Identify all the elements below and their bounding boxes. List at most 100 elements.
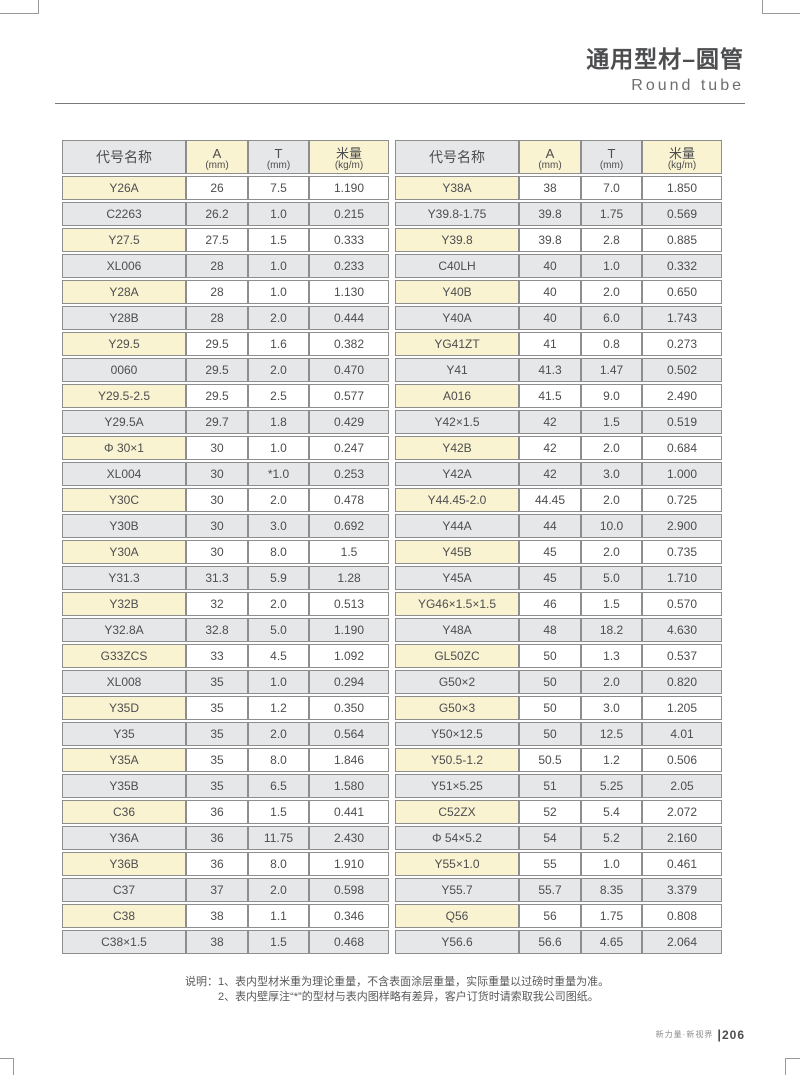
col-header-weight-label: 米量 [335, 145, 362, 161]
a-cell: 56 [519, 904, 581, 928]
col-header-a-unit: (mm) [538, 159, 562, 171]
table-row: C40LH 40 1.0 0.332 [395, 254, 722, 278]
page-number: 206 [721, 1027, 745, 1042]
t-cell: 1.0 [248, 280, 309, 304]
code-cell: Y45A [395, 566, 519, 590]
table-row: Q56 56 1.75 0.808 [395, 904, 722, 928]
table-row: C36 36 1.5 0.441 [62, 800, 389, 824]
col-header-a-label: A [212, 145, 222, 161]
table-row: C52ZX 52 5.4 2.072 [395, 800, 722, 824]
crop-mark-top-right [762, 0, 800, 14]
t-cell: 8.0 [248, 852, 309, 876]
a-cell: 33 [186, 644, 248, 668]
weight-cell: 2.072 [642, 800, 722, 824]
t-cell: 2.0 [248, 722, 309, 746]
a-cell: 30 [186, 540, 248, 564]
table-row: Y29.5-2.5 29.5 2.5 0.577 [62, 384, 389, 408]
a-cell: 41.3 [519, 358, 581, 382]
code-cell: Y36B [62, 852, 186, 876]
t-cell: 1.5 [581, 410, 642, 434]
code-cell: Y29.5 [62, 332, 186, 356]
t-cell: 2.0 [248, 878, 309, 902]
weight-cell: 0.808 [642, 904, 722, 928]
table-row: Y51×5.25 51 5.25 2.05 [395, 774, 722, 798]
table-row: XL006 28 1.0 0.233 [62, 254, 389, 278]
weight-cell: 0.444 [309, 306, 389, 330]
table-row: C38 38 1.1 0.346 [62, 904, 389, 928]
a-cell: 28 [186, 280, 248, 304]
t-cell: 1.6 [248, 332, 309, 356]
a-cell: 48 [519, 618, 581, 642]
weight-cell: 0.468 [309, 930, 389, 954]
col-header-weight-unit: (kg/m) [334, 159, 364, 171]
col-header-t: T (mm) [248, 140, 309, 174]
code-cell: C36 [62, 800, 186, 824]
code-cell: GL50ZC [395, 644, 519, 668]
table-row: G50×2 50 2.0 0.820 [395, 670, 722, 694]
table-row: A016 41.5 9.0 2.490 [395, 384, 722, 408]
code-cell: XL006 [62, 254, 186, 278]
t-cell: 2.0 [248, 592, 309, 616]
t-cell: 2.5 [248, 384, 309, 408]
weight-cell: 0.253 [309, 462, 389, 486]
code-cell: Y30B [62, 514, 186, 538]
weight-cell: 0.502 [642, 358, 722, 382]
code-cell: Y30C [62, 488, 186, 512]
weight-cell: 1.580 [309, 774, 389, 798]
code-cell: Y40A [395, 306, 519, 330]
weight-cell: 0.429 [309, 410, 389, 434]
code-cell: Y55×1.0 [395, 852, 519, 876]
a-cell: 26 [186, 176, 248, 200]
table-row: Y31.3 31.3 5.9 1.28 [62, 566, 389, 590]
weight-cell: 2.064 [642, 930, 722, 954]
table-row: Y50.5-1.2 50.5 1.2 0.506 [395, 748, 722, 772]
code-cell: Y48A [395, 618, 519, 642]
code-cell: Y32B [62, 592, 186, 616]
weight-cell: 0.885 [642, 228, 722, 252]
col-header-weight: 米量 (kg/m) [309, 140, 389, 174]
a-cell: 41.5 [519, 384, 581, 408]
footer-separator: | [717, 1027, 721, 1042]
code-cell: Y28B [62, 306, 186, 330]
code-cell: C38 [62, 904, 186, 928]
table-row: G33ZCS 33 4.5 1.092 [62, 644, 389, 668]
code-cell: Y35 [62, 722, 186, 746]
code-cell: Y31.3 [62, 566, 186, 590]
table-row: Y44.45-2.0 44.45 2.0 0.725 [395, 488, 722, 512]
code-cell: Q56 [395, 904, 519, 928]
table-row: Y29.5A 29.7 1.8 0.429 [62, 410, 389, 434]
code-cell: Y42×1.5 [395, 410, 519, 434]
note-line-2: 2、表内壁厚注“*”的型材与表内图样略有差异，客户订货时请索取我公司图纸。 [218, 991, 599, 1003]
t-cell: 2.0 [248, 306, 309, 330]
weight-cell: 0.570 [642, 592, 722, 616]
code-cell: Y50.5-1.2 [395, 748, 519, 772]
t-cell: 4.5 [248, 644, 309, 668]
table-row: Y29.5 29.5 1.6 0.382 [62, 332, 389, 356]
code-cell: Φ 30×1 [62, 436, 186, 460]
a-cell: 50.5 [519, 748, 581, 772]
table-row: G50×3 50 3.0 1.205 [395, 696, 722, 720]
a-cell: 28 [186, 254, 248, 278]
col-header-weight-label: 米量 [668, 145, 695, 161]
t-cell: 5.0 [248, 618, 309, 642]
weight-cell: 0.333 [309, 228, 389, 252]
a-cell: 42 [519, 436, 581, 460]
weight-cell: 0.577 [309, 384, 389, 408]
t-cell: 8.0 [248, 540, 309, 564]
t-cell: 7.5 [248, 176, 309, 200]
t-cell: 6.5 [248, 774, 309, 798]
a-cell: 46 [519, 592, 581, 616]
a-cell: 41 [519, 332, 581, 356]
weight-cell: 0.346 [309, 904, 389, 928]
weight-cell: 0.294 [309, 670, 389, 694]
a-cell: 29.5 [186, 332, 248, 356]
weight-cell: 1.910 [309, 852, 389, 876]
t-cell: 8.0 [248, 748, 309, 772]
t-cell: 5.25 [581, 774, 642, 798]
t-cell: 1.5 [248, 800, 309, 824]
weight-cell: 0.735 [642, 540, 722, 564]
table-row: Y32.8A 32.8 5.0 1.190 [62, 618, 389, 642]
t-cell: 1.0 [248, 670, 309, 694]
table-row: Y35 35 2.0 0.564 [62, 722, 389, 746]
table-row: Y39.8-1.75 39.8 1.75 0.569 [395, 202, 722, 226]
